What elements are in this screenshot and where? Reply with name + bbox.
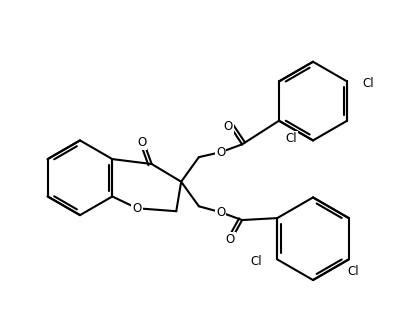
Text: O: O (216, 206, 225, 219)
Text: Cl: Cl (250, 255, 262, 268)
Text: Cl: Cl (347, 265, 359, 278)
Text: O: O (226, 233, 235, 246)
Text: O: O (216, 146, 225, 159)
Text: O: O (137, 136, 147, 149)
Text: Cl: Cl (363, 77, 374, 90)
Text: Cl: Cl (286, 132, 297, 145)
Text: O: O (224, 120, 233, 133)
Text: O: O (132, 202, 141, 215)
